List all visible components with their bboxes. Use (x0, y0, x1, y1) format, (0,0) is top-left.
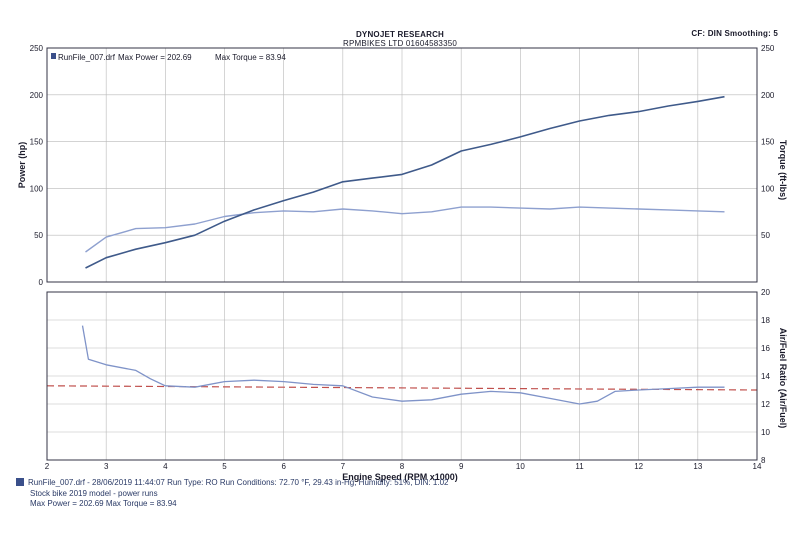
footer-swatch (16, 478, 24, 486)
x-tick-label: 11 (575, 462, 584, 471)
y-tick-label-torque: 250 (761, 44, 775, 53)
y-tick-label-torque: 150 (761, 138, 775, 147)
y-tick-label-afr: 14 (761, 372, 770, 381)
footer-run-info: RunFile_007.drf - 28/06/2019 11:44:07 Ru… (16, 478, 448, 487)
x-tick-label: 12 (634, 462, 643, 471)
x-tick-label: 14 (753, 462, 762, 471)
power-line (85, 95, 725, 269)
report-settings: CF: DIN Smoothing: 5 (691, 29, 778, 38)
y-tick-label-torque: 50 (761, 231, 770, 240)
x-tick-label: 13 (693, 462, 702, 471)
y-axis-label-afr: Air/Fuel Ratio (Air/Fuel) (778, 328, 788, 429)
y-tick-label-afr: 16 (761, 344, 770, 353)
x-tick-label: 4 (163, 462, 168, 471)
x-tick-label: 2 (45, 462, 50, 471)
y-tick-label-afr: 8 (761, 456, 766, 465)
afr-frame (46, 291, 758, 461)
y-tick-label-afr: 10 (761, 428, 770, 437)
y-tick-label-torque: 100 (761, 184, 775, 193)
y-tick-label-power: 200 (30, 91, 44, 100)
x-tick-label: 8 (400, 462, 405, 471)
legend-run-file: RunFile_007.drf (58, 53, 116, 62)
x-tick-label: 10 (516, 462, 525, 471)
y-tick-label-power: 50 (34, 231, 43, 240)
x-tick-label: 7 (341, 462, 346, 471)
footer-max-values: Max Power = 202.69 Max Torque = 83.94 (30, 499, 177, 508)
afr-line (81, 325, 725, 405)
afr-grid (46, 291, 758, 461)
report-title: DYNOJET RESEARCH (355, 30, 445, 39)
x-tick-label: 9 (459, 462, 464, 471)
y-tick-label-afr: 18 (761, 316, 770, 325)
afr-reference-line (46, 385, 758, 391)
y-tick-label-power: 0 (39, 278, 44, 287)
afr-series (46, 325, 758, 405)
y-tick-label-power: 100 (30, 184, 44, 193)
y-axis-label-torque: Torque (ft-lbs) (778, 140, 788, 200)
legend-swatch (51, 53, 56, 59)
legend-max-power: Max Power = 202.69 (118, 53, 192, 62)
power-torque-grid (46, 47, 758, 283)
y-tick-label-afr: 20 (761, 288, 770, 297)
power-torque-series (85, 95, 725, 269)
x-tick-label: 6 (281, 462, 286, 471)
power-torque-ticks: 0 50 100 150 200 250 50 100 150 200 250 (30, 44, 775, 287)
y-tick-label-power: 250 (30, 44, 44, 53)
x-tick-label: 3 (104, 462, 109, 471)
report-subtitle: RPMBIKES LTD 01604583350 (342, 39, 458, 48)
y-axis-label-power: Power (hp) (17, 142, 27, 189)
y-tick-label-afr: 12 (761, 400, 770, 409)
power-torque-frame (46, 47, 758, 283)
y-tick-label-torque: 200 (761, 91, 775, 100)
footer-description: Stock bike 2019 model - power runs (30, 489, 158, 498)
x-tick-label: 5 (222, 462, 227, 471)
torque-line (85, 206, 725, 253)
y-tick-label-power: 150 (30, 138, 44, 147)
legend-max-torque: Max Torque = 83.94 (215, 53, 286, 62)
footer-run-line: RunFile_007.drf - 28/06/2019 11:44:07 Ru… (28, 478, 449, 487)
x-axis-label: Engine Speed (RPM x1000) (342, 472, 458, 482)
